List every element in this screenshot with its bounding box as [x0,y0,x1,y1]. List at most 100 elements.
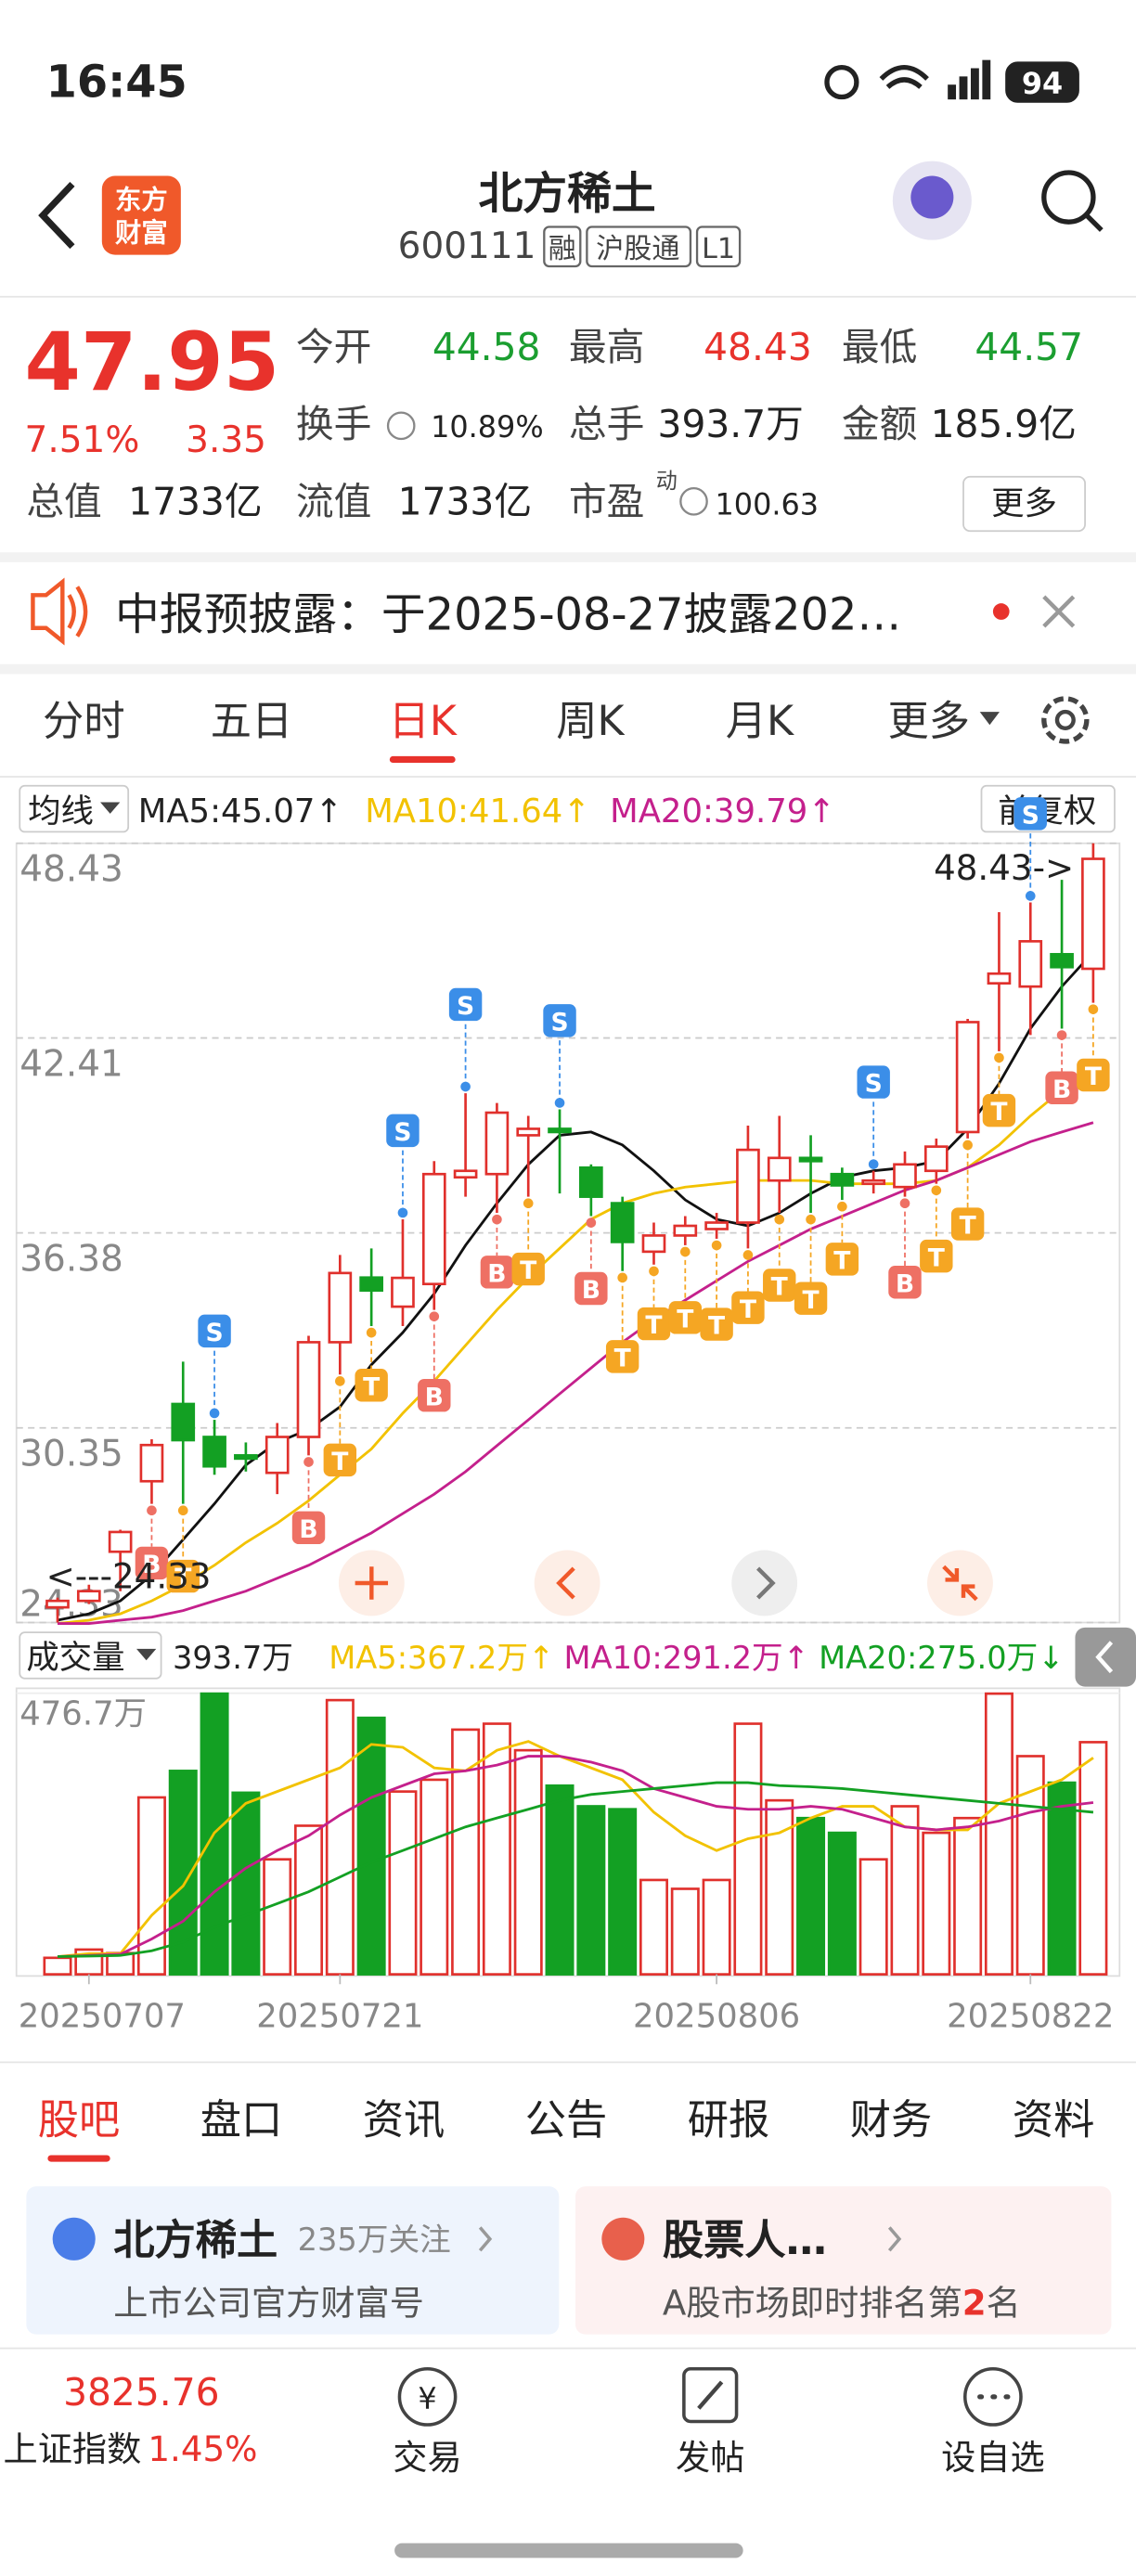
tab[interactable]: 研报 [688,2096,770,2144]
signal-dot [1088,1004,1099,1014]
volume-bar [576,1805,606,1976]
candle-body [108,1530,133,1553]
card[interactable] [574,2186,1112,2335]
field-label: 总值 [26,479,101,523]
signal-dot [711,1240,722,1251]
field-label: 最低 [842,325,917,369]
more-button[interactable] [962,475,1086,533]
tab[interactable]: 更多 [888,698,971,745]
signal-bar [982,59,991,100]
tab[interactable]: 日K [389,698,458,745]
ma-menu[interactable]: 均线 [28,792,94,831]
signal-text: B [425,1383,444,1411]
candle-body [296,1341,321,1438]
more-label: 更多 [991,484,1057,522]
y-tick-label: 48.43 [19,849,123,891]
volume-bar [639,1878,668,1976]
tab[interactable]: 股吧 [38,2096,121,2144]
candle-body [265,1436,290,1475]
x-tick-label: 20250721 [256,1997,423,2035]
adjust-box[interactable] [980,784,1116,833]
candle-body [893,1163,917,1189]
pencil [697,2380,724,2410]
vol-menu[interactable]: 成交量 [26,1639,124,1677]
signal-text: S [865,1070,883,1099]
signal-text: T [645,1311,662,1340]
signal-dot [586,1217,597,1228]
tab[interactable]: 盘口 [200,2096,283,2144]
signal-dot [1056,1030,1067,1040]
volume-bar [608,1808,638,1976]
ma-menu-box[interactable] [19,784,130,833]
action-label[interactable]: 设自选 [941,2437,1045,2478]
app-logo [101,175,181,255]
index-line: 上证指数 1.45% [4,2428,258,2469]
card-subtitle: 上市公司官方财富号 [113,2282,424,2323]
back-button[interactable] [38,181,75,250]
tab[interactable]: 财务 [850,2096,933,2144]
field-label: 最高 [569,325,644,369]
volume-bar [765,1798,794,1976]
volume-bar [796,1816,826,1976]
card[interactable] [26,2186,560,2335]
signal-dot [774,1214,785,1225]
tab[interactable]: 五日 [211,698,293,745]
signal-text: T [614,1345,631,1373]
left-button[interactable] [534,1550,600,1616]
side-toggle[interactable] [1075,1627,1136,1687]
tab[interactable]: 分时 [43,698,125,745]
tab[interactable]: 资讯 [363,2096,445,2144]
vol-ma20-line [57,1781,1094,1958]
candle-body [767,1156,792,1182]
close-button[interactable] [1042,595,1076,628]
signal-dot [554,1098,565,1108]
signal-bar [948,84,957,100]
trade-icon[interactable] [397,2367,458,2427]
signal-badge [950,1207,985,1241]
vol-value: 393.7万 [173,1640,293,1676]
vol-menu-box[interactable] [19,1631,162,1680]
home-indicator [394,2543,743,2558]
adjust[interactable]: 前复权 [998,792,1096,831]
candle-body [923,1145,949,1173]
y-tick-label: 36.38 [19,1238,123,1280]
action-label[interactable]: 交易 [393,2437,461,2478]
tab[interactable]: 月K [726,698,794,745]
chevron [887,2226,902,2252]
info-icon[interactable] [386,411,416,441]
settings-button[interactable] [1041,696,1090,744]
action-label[interactable]: 发帖 [676,2437,744,2478]
notice[interactable]: 中报预披露：于2025-08-27披露202… [115,589,901,640]
signal-text: B [896,1269,914,1298]
tab[interactable]: 公告 [525,2096,608,2144]
change: 3.35 [186,419,266,461]
shrink-button[interactable] [927,1550,993,1616]
field-value: 48.43 [704,325,812,369]
signal-dot [460,1081,471,1092]
price: 47.95 [25,316,280,409]
post-icon[interactable] [682,2367,739,2424]
volume-bar [263,1858,292,1976]
stock-code: 600111 [398,225,536,267]
field-value: 44.57 [975,325,1083,369]
info-icon[interactable] [679,486,708,516]
signal-dot [492,1214,502,1225]
watchlist-icon[interactable] [963,2367,1023,2427]
signal-badge [198,1314,231,1348]
ma20-legend: MA20:39.79↑ [610,792,835,831]
unread-dot [992,603,1010,620]
battery [1005,61,1079,103]
field-value: 44.58 [432,325,541,369]
signal-text: T [708,1312,725,1341]
card-followers: 235万关注 [298,2222,451,2258]
high-label: 48.43-> [934,847,1074,888]
tab[interactable]: 周K [556,698,625,745]
signal-badge [166,1559,200,1593]
tab[interactable]: 资料 [1013,2096,1095,2144]
signal-badge [731,1291,765,1324]
field-sup: 动 [656,470,678,494]
signal-dot [962,1140,973,1151]
search-button[interactable] [1041,170,1096,225]
signal-badge [920,1239,953,1273]
right-button[interactable] [731,1550,798,1616]
